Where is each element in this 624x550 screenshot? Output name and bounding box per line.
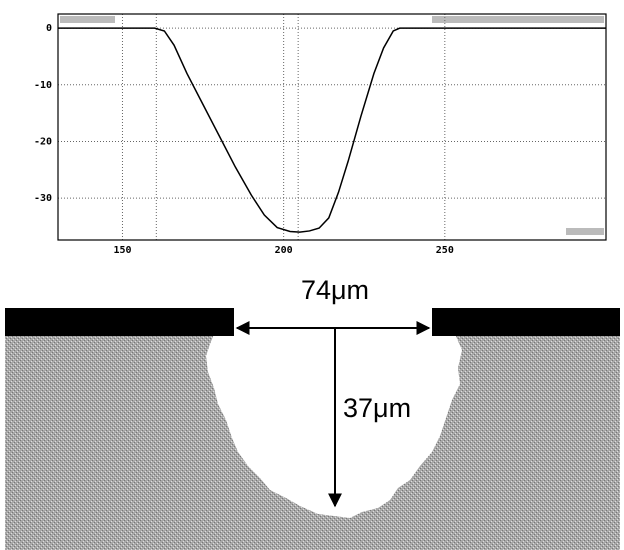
plot: 150 200 250 0 -10 -20 -30	[34, 14, 606, 256]
figure: 150 200 250 0 -10 -20 -30 74μm 37μm	[0, 0, 624, 550]
mask	[432, 308, 620, 336]
mask	[5, 308, 234, 336]
y-tick-label: 0	[46, 23, 52, 34]
x-tick-label: 250	[436, 245, 454, 256]
x-tick-label: 150	[113, 245, 131, 256]
label-box	[432, 16, 604, 23]
label-box	[566, 228, 604, 235]
profile-line	[58, 28, 606, 232]
label-box	[60, 16, 115, 23]
y-tick-label: -20	[34, 136, 52, 147]
depth-label: 37μm	[343, 393, 411, 423]
plot-frame	[58, 14, 606, 240]
y-tick-label: -10	[34, 80, 52, 91]
y-tick-label: -30	[34, 193, 52, 204]
x-tick-label: 200	[275, 245, 293, 256]
width-label: 74μm	[301, 275, 369, 305]
